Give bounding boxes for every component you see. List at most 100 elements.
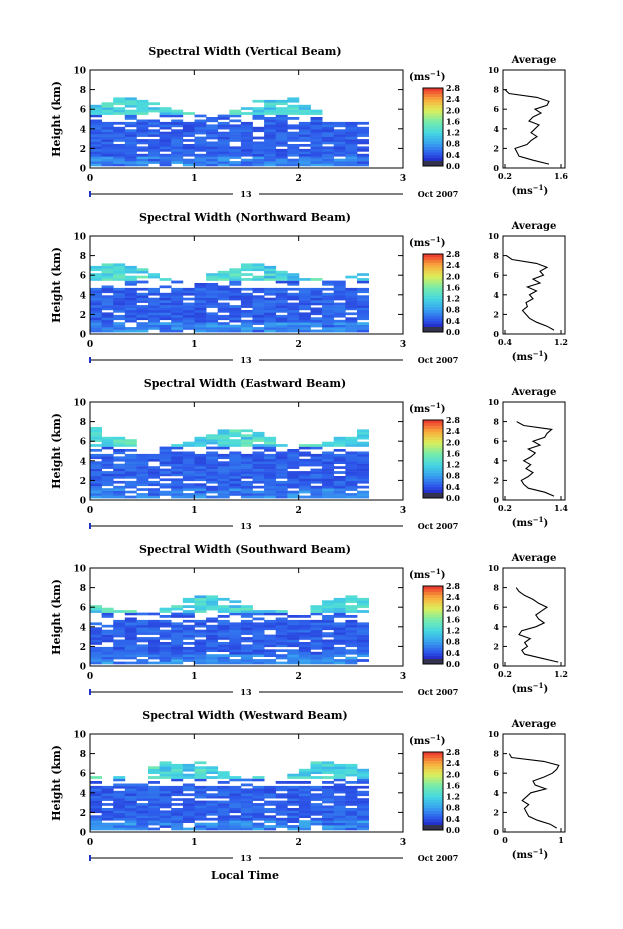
heatmap-cell — [345, 605, 358, 608]
heatmap-cell — [136, 493, 149, 496]
heatmap-cell — [194, 285, 207, 289]
heatmap-cell — [101, 129, 114, 133]
heatmap-cell — [298, 646, 311, 650]
heatmap-cell — [159, 632, 172, 635]
heatmap-cell — [357, 476, 369, 479]
heatmap-cell — [229, 312, 242, 316]
heatmap-cell — [159, 766, 172, 769]
heatmap-cell — [229, 461, 242, 464]
heatmap-cell — [240, 825, 253, 828]
heatmap-cell — [264, 139, 277, 142]
heatmap-cell — [345, 661, 358, 665]
heatmap-cell — [357, 600, 369, 603]
heatmap-cell — [333, 329, 346, 333]
heatmap-cell — [240, 639, 253, 643]
heatmap-cell — [206, 287, 219, 291]
heatmap-cell — [90, 785, 102, 789]
heatmap-cell — [322, 141, 335, 145]
heatmap-cell — [124, 815, 137, 818]
heatmap-cell — [240, 466, 253, 469]
heatmap-cell — [275, 463, 288, 467]
y-tick-label: 6 — [80, 770, 86, 780]
heatmap-cell — [287, 305, 300, 308]
heatmap-cell — [345, 771, 358, 774]
heatmap-cell — [101, 324, 114, 328]
heatmap-cell — [148, 302, 160, 306]
heatmap-cell — [171, 453, 184, 457]
heatmap-cell — [229, 649, 242, 652]
heatmap-cell — [182, 146, 195, 150]
heatmap-cell — [345, 322, 358, 325]
heatmap-cell — [298, 314, 311, 318]
heatmap-cell — [206, 785, 219, 789]
heatmap-cell — [136, 275, 149, 279]
heatmap-cell — [310, 639, 323, 643]
heatmap-cell — [171, 473, 184, 477]
heatmap-cell — [310, 444, 323, 447]
heatmap-cell — [159, 322, 172, 325]
colorbar-swatch — [423, 101, 443, 106]
heatmap-cell — [217, 642, 230, 645]
heatmap-cell — [124, 317, 137, 321]
unit-exponent: −1 — [430, 69, 441, 78]
heatmap-cell — [333, 800, 346, 804]
heatmap-cell — [182, 654, 195, 657]
heatmap-cell — [148, 129, 160, 133]
heatmap-cell — [136, 156, 149, 159]
y-tick-label: 10 — [73, 731, 86, 741]
heatmap-cell — [264, 444, 277, 447]
profile-y-tick-label: 4 — [493, 456, 499, 466]
heatmap-cell — [194, 649, 207, 652]
heatmap-cell — [252, 431, 265, 435]
heatmap-cell — [217, 646, 230, 650]
heatmap-cell — [252, 109, 265, 113]
heatmap-cell — [240, 798, 253, 801]
heatmap-cell — [322, 776, 335, 779]
colorbar-swatch — [423, 765, 443, 770]
heatmap-cell — [345, 595, 358, 599]
heatmap-cell — [357, 495, 369, 499]
heatmap-cell — [298, 131, 311, 135]
heatmap-cell — [229, 490, 242, 494]
heatmap-cell — [252, 278, 265, 281]
heatmap-cell — [182, 605, 195, 608]
heatmap-cell — [357, 810, 369, 814]
y-tick-label: 6 — [80, 604, 86, 614]
heatmap-cell — [159, 473, 172, 477]
heatmap-cell — [345, 651, 358, 655]
heatmap-cell — [240, 327, 253, 330]
heatmap-cell — [101, 639, 114, 643]
heatmap-cell — [310, 124, 323, 128]
heatmap-cell — [148, 153, 160, 157]
heatmap-cell — [264, 324, 277, 328]
heatmap-cell — [322, 617, 335, 621]
heatmap-cell — [113, 156, 126, 159]
heatmap-cell — [206, 295, 219, 298]
heatmap-cell — [217, 161, 230, 164]
heatmap-cell — [136, 310, 149, 313]
colorbar: 0.00.40.81.21.62.02.42.8(ms−1) — [409, 401, 460, 503]
heatmap-cell — [298, 461, 311, 464]
heatmap-cell — [217, 825, 230, 828]
heatmap-cell — [357, 605, 369, 608]
heatmap-cell — [357, 602, 369, 606]
heatmap-cell — [90, 317, 102, 321]
heatmap-cell — [124, 290, 137, 294]
colorbar-swatch — [423, 638, 443, 643]
heatmap-cell — [171, 161, 184, 164]
colorbar-swatch — [423, 774, 443, 778]
heatmap-cell — [217, 297, 230, 301]
profile-title: Average — [511, 55, 557, 66]
heatmap-cell — [275, 820, 288, 823]
x-tick-label: 0 — [87, 838, 93, 848]
date-label: Oct 2007 — [418, 853, 459, 863]
heatmap-cell — [264, 478, 277, 482]
profile-y-tick-label: 8 — [493, 749, 499, 759]
heatmap-cell — [357, 305, 369, 308]
heatmap-cell — [252, 815, 265, 818]
heatmap-cell — [287, 451, 300, 455]
heatmap-cell — [298, 488, 311, 491]
heatmap-cell — [136, 104, 149, 108]
heatmap-cell — [217, 466, 230, 469]
